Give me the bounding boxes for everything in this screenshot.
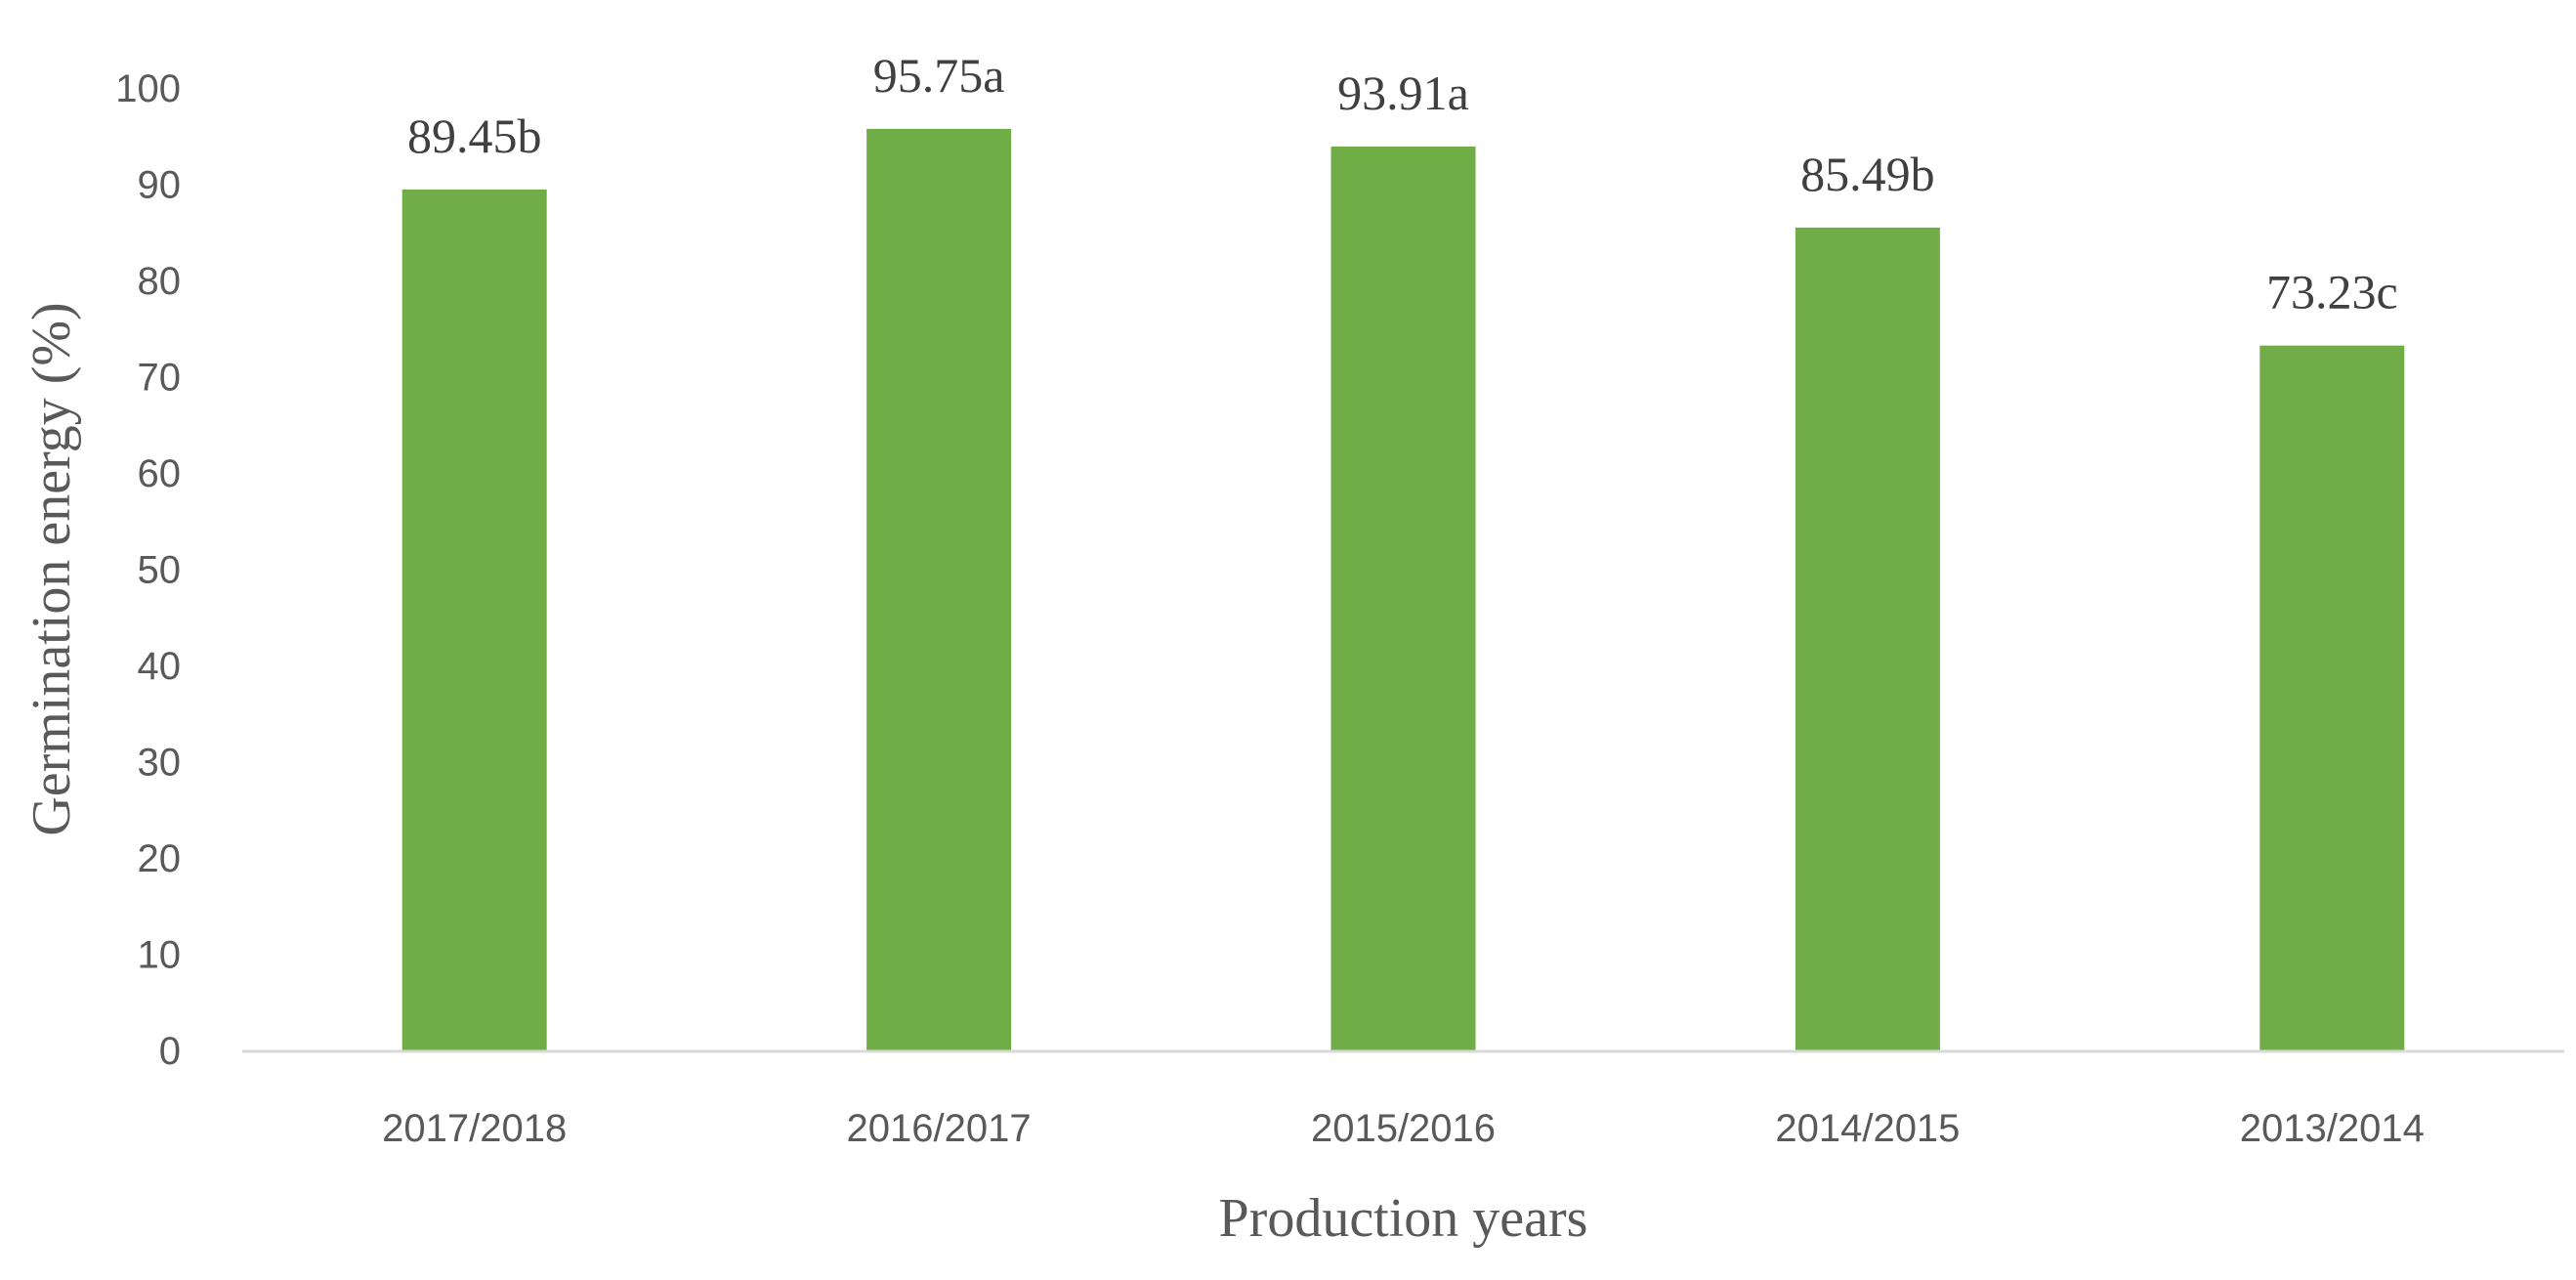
y-tick-label: 70 bbox=[138, 357, 182, 400]
y-tick-label: 90 bbox=[138, 164, 182, 207]
y-tick-label: 40 bbox=[138, 645, 182, 688]
y-tick-label: 80 bbox=[138, 260, 182, 303]
y-tick-label: 10 bbox=[138, 934, 182, 977]
bar-data-label: 73.23c bbox=[2266, 265, 2398, 320]
bar-data-label: 93.91a bbox=[1337, 65, 1469, 120]
x-tick-label: 2013/2014 bbox=[2240, 1107, 2425, 1150]
x-tick-label: 2017/2018 bbox=[382, 1107, 567, 1150]
y-axis-ticks: 0 10 20 30 40 50 60 70 80 90 100 bbox=[115, 67, 181, 1073]
y-tick-label: 60 bbox=[138, 452, 182, 495]
x-axis-ticks: 2017/2018 2016/2017 2015/2016 2014/2015 2013… bbox=[382, 1107, 2425, 1150]
bars bbox=[401, 128, 2405, 1051]
y-tick-label: 30 bbox=[138, 742, 182, 785]
y-tick-label: 0 bbox=[159, 1030, 181, 1073]
bar-data-label: 89.45b bbox=[407, 108, 542, 163]
x-tick-label: 2014/2015 bbox=[1775, 1107, 1960, 1150]
bar bbox=[1330, 146, 1476, 1050]
y-tick-label: 20 bbox=[138, 837, 182, 880]
bar bbox=[2259, 345, 2405, 1050]
bar bbox=[401, 189, 547, 1051]
x-axis-title: Production years bbox=[1219, 1188, 1588, 1249]
y-tick-label: 50 bbox=[138, 549, 182, 592]
data-labels: 89.45b 95.75a 93.91a 85.49b 73.23c bbox=[407, 48, 2398, 320]
bar-data-label: 85.49b bbox=[1800, 147, 1935, 201]
x-tick-label: 2016/2017 bbox=[847, 1107, 1032, 1150]
y-tick-label: 100 bbox=[115, 67, 181, 110]
bar-data-label: 95.75a bbox=[873, 48, 1005, 103]
bar bbox=[866, 128, 1012, 1051]
bar bbox=[1795, 227, 1940, 1051]
x-tick-label: 2015/2016 bbox=[1311, 1107, 1496, 1150]
y-axis-title: Germination energy (%) bbox=[21, 302, 82, 835]
